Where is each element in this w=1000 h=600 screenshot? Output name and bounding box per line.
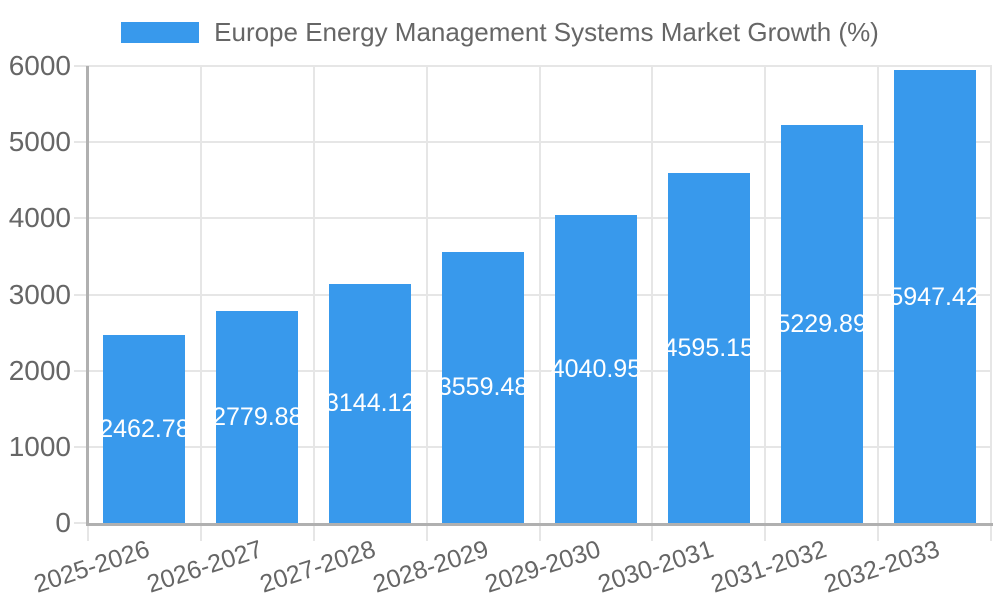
x-tick-label: 2027-2028 (256, 535, 379, 599)
y-tick-label: 3000 (8, 278, 71, 310)
y-gridline (74, 293, 992, 296)
y-tick-label: 4000 (8, 202, 71, 234)
bar[interactable] (442, 251, 525, 523)
x-tick-label: 2031-2032 (707, 535, 831, 599)
bar-value-label: 3144.12 (325, 389, 416, 418)
y-tick-label: 5000 (8, 126, 71, 158)
bar-value-label: 3559.48 (437, 373, 529, 402)
bar[interactable] (103, 335, 186, 523)
legend-swatch-icon (121, 21, 200, 43)
bar-value-label: 4595.15 (663, 334, 754, 362)
x-tick-label: 2028-2029 (369, 535, 492, 599)
y-tick-label: 0 (55, 507, 71, 538)
legend-label: Europe Energy Management Systems Market … (214, 17, 879, 47)
y-tick-mark (74, 522, 88, 524)
y-gridline (74, 445, 992, 448)
bar-value-label: 5229.89 (776, 309, 867, 338)
x-tick-label: 2025-2026 (30, 535, 153, 599)
x-axis-line (86, 523, 993, 526)
y-gridline (74, 369, 992, 372)
x-gridline (312, 66, 315, 541)
y-tick-label: 6000 (8, 50, 71, 81)
y-tick-label: 1000 (8, 430, 71, 462)
y-tick-label: 2000 (8, 354, 71, 386)
x-gridline (764, 66, 767, 541)
y-gridline (74, 65, 992, 67)
bar[interactable] (329, 283, 412, 523)
x-gridline (538, 66, 541, 541)
y-gridline (74, 141, 992, 144)
x-gridline (990, 66, 992, 541)
x-gridline (651, 66, 654, 541)
bar-value-label: 2462.78 (99, 415, 190, 444)
x-tick-label: 2032-2033 (820, 535, 943, 599)
x-gridline (425, 66, 428, 541)
x-tick-label: 2030-2031 (594, 535, 718, 599)
bar-value-label: 5947.42 (889, 282, 980, 311)
x-gridline (199, 66, 202, 541)
legend-item[interactable]: Europe Energy Management Systems Market … (0, 16, 1000, 48)
bar-value-label: 2779.88 (212, 403, 303, 432)
bar[interactable] (780, 124, 863, 523)
y-axis-line (86, 66, 89, 526)
x-tick-label: 2029-2030 (481, 535, 605, 599)
y-gridline (74, 217, 992, 220)
x-gridline (877, 66, 880, 541)
bar[interactable] (554, 215, 637, 523)
x-tick-label: 2026-2027 (143, 535, 266, 599)
bar[interactable] (667, 173, 750, 523)
bar-value-label: 4040.95 (550, 355, 642, 384)
bar[interactable] (216, 311, 299, 523)
bar[interactable] (893, 70, 976, 523)
